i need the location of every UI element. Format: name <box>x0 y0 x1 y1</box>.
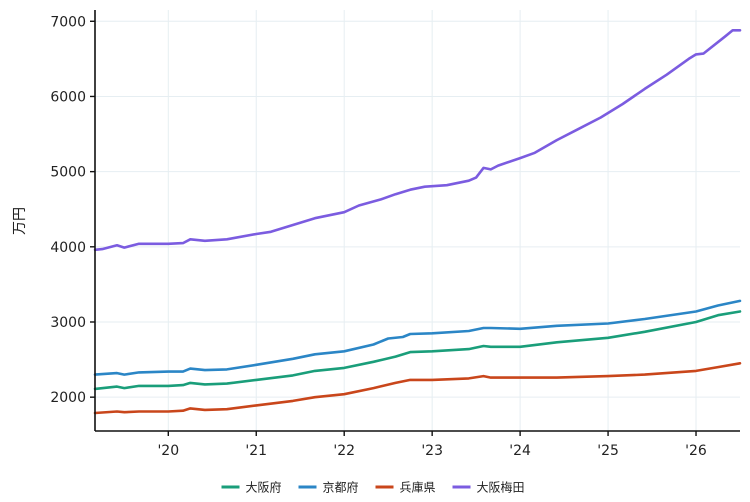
x-tick-label: '22 <box>333 443 355 459</box>
grid <box>95 10 740 431</box>
series-lines <box>93 29 742 415</box>
y-tick-label: 6000 <box>50 89 86 105</box>
axes <box>94 10 740 432</box>
y-tick-label: 3000 <box>50 315 86 331</box>
legend-item: 大阪梅田 <box>452 480 525 495</box>
legend-item: 大阪府 <box>221 480 282 495</box>
legend-label: 大阪梅田 <box>477 480 525 495</box>
x-tick-label: '24 <box>509 443 531 459</box>
y-ticks: 2000 3000 4000 5000 6000 7000 <box>50 14 95 406</box>
legend-label: 兵庫県 <box>400 481 436 495</box>
series-line <box>93 362 742 415</box>
x-tick-label: '25 <box>597 443 619 459</box>
series-line <box>93 299 742 376</box>
y-axis-title: 万円 <box>12 207 28 235</box>
x-ticks: '20 '21 '22 '23 '24 '25 '26 <box>157 431 707 459</box>
x-tick-label: '26 <box>685 443 707 459</box>
y-tick-label: 5000 <box>50 165 86 181</box>
legend-item: 兵庫県 <box>375 481 436 495</box>
series-line <box>93 29 742 252</box>
x-tick-label: '20 <box>157 443 179 459</box>
legend: 大阪府 京都府 兵庫県 大阪梅田 <box>221 480 525 495</box>
legend-label: 京都府 <box>323 480 359 495</box>
y-tick-label: 4000 <box>50 240 86 256</box>
x-tick-label: '21 <box>245 443 267 459</box>
y-tick-label: 7000 <box>50 14 86 30</box>
series-line <box>93 310 742 391</box>
legend-item: 京都府 <box>298 480 359 495</box>
x-tick-label: '23 <box>421 443 443 459</box>
legend-label: 大阪府 <box>246 480 282 495</box>
y-tick-label: 2000 <box>50 390 86 406</box>
